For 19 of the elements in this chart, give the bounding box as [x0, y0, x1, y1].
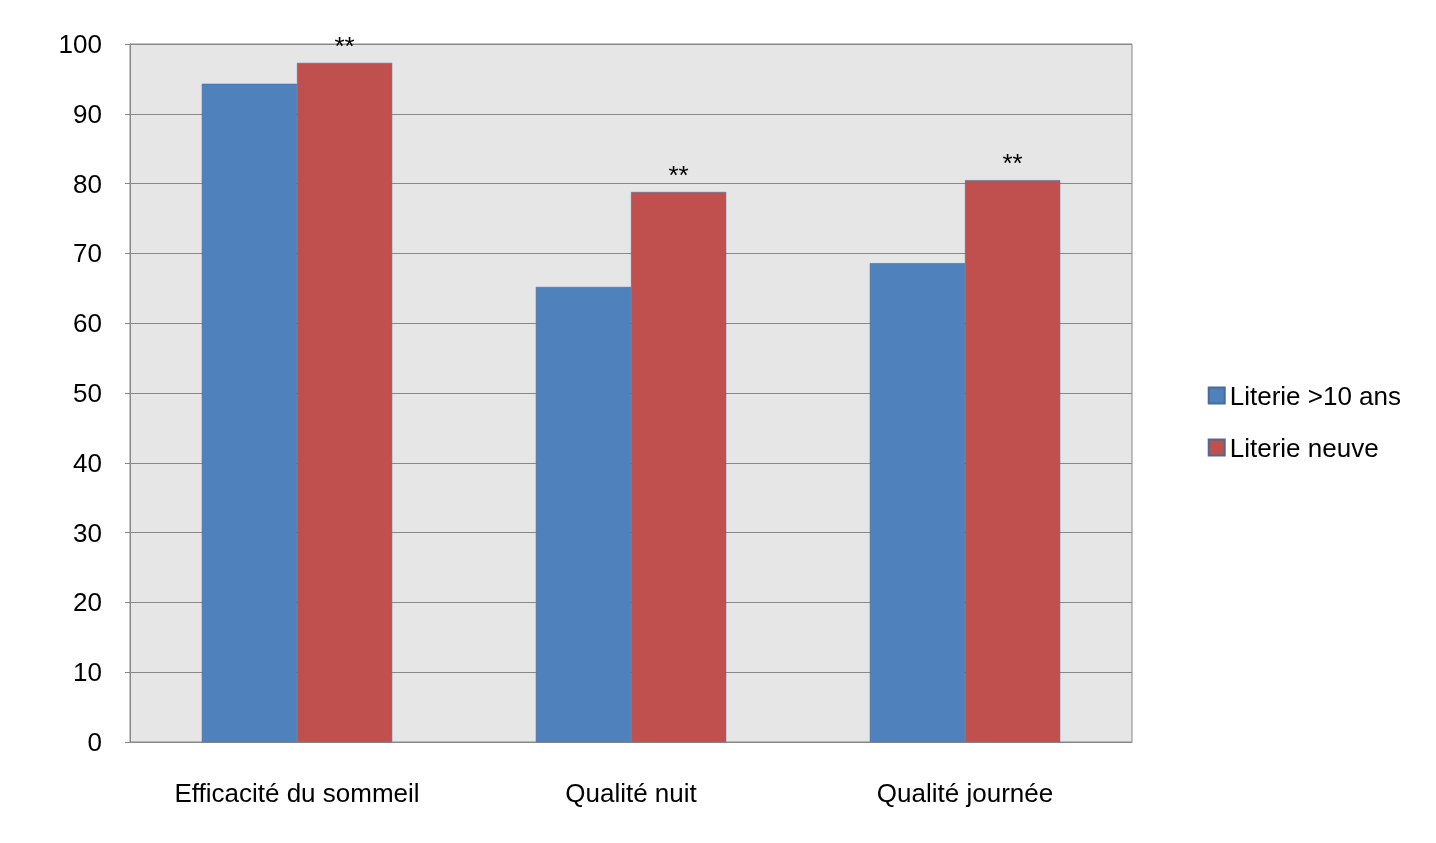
y-tick-label: 50 [73, 378, 102, 408]
y-tick-label: 20 [73, 587, 102, 618]
legend-label: Literie >10 ans [1229, 380, 1402, 411]
annotation: ** [334, 30, 355, 61]
y-tick-label: 80 [73, 168, 102, 199]
x-tick-label: Qualité nuit [565, 778, 698, 808]
annotation: ** [668, 159, 689, 190]
legend-label: Literie neuve [1229, 432, 1379, 463]
x-tick-label: Qualité journée [876, 778, 1054, 808]
y-tick-label: 30 [73, 517, 102, 548]
y-tick-label: 10 [73, 657, 102, 688]
y-tick-label: 70 [73, 238, 102, 269]
y-tick-label: 40 [73, 447, 102, 478]
x-tick-label: Efficacité du sommeil [174, 778, 420, 808]
y-tick-label: 100 [58, 29, 102, 59]
y-tick-label: 0 [87, 727, 102, 757]
y-tick-label: 60 [73, 308, 102, 339]
y-tick-label: 90 [73, 98, 102, 129]
annotation: ** [1002, 148, 1023, 179]
